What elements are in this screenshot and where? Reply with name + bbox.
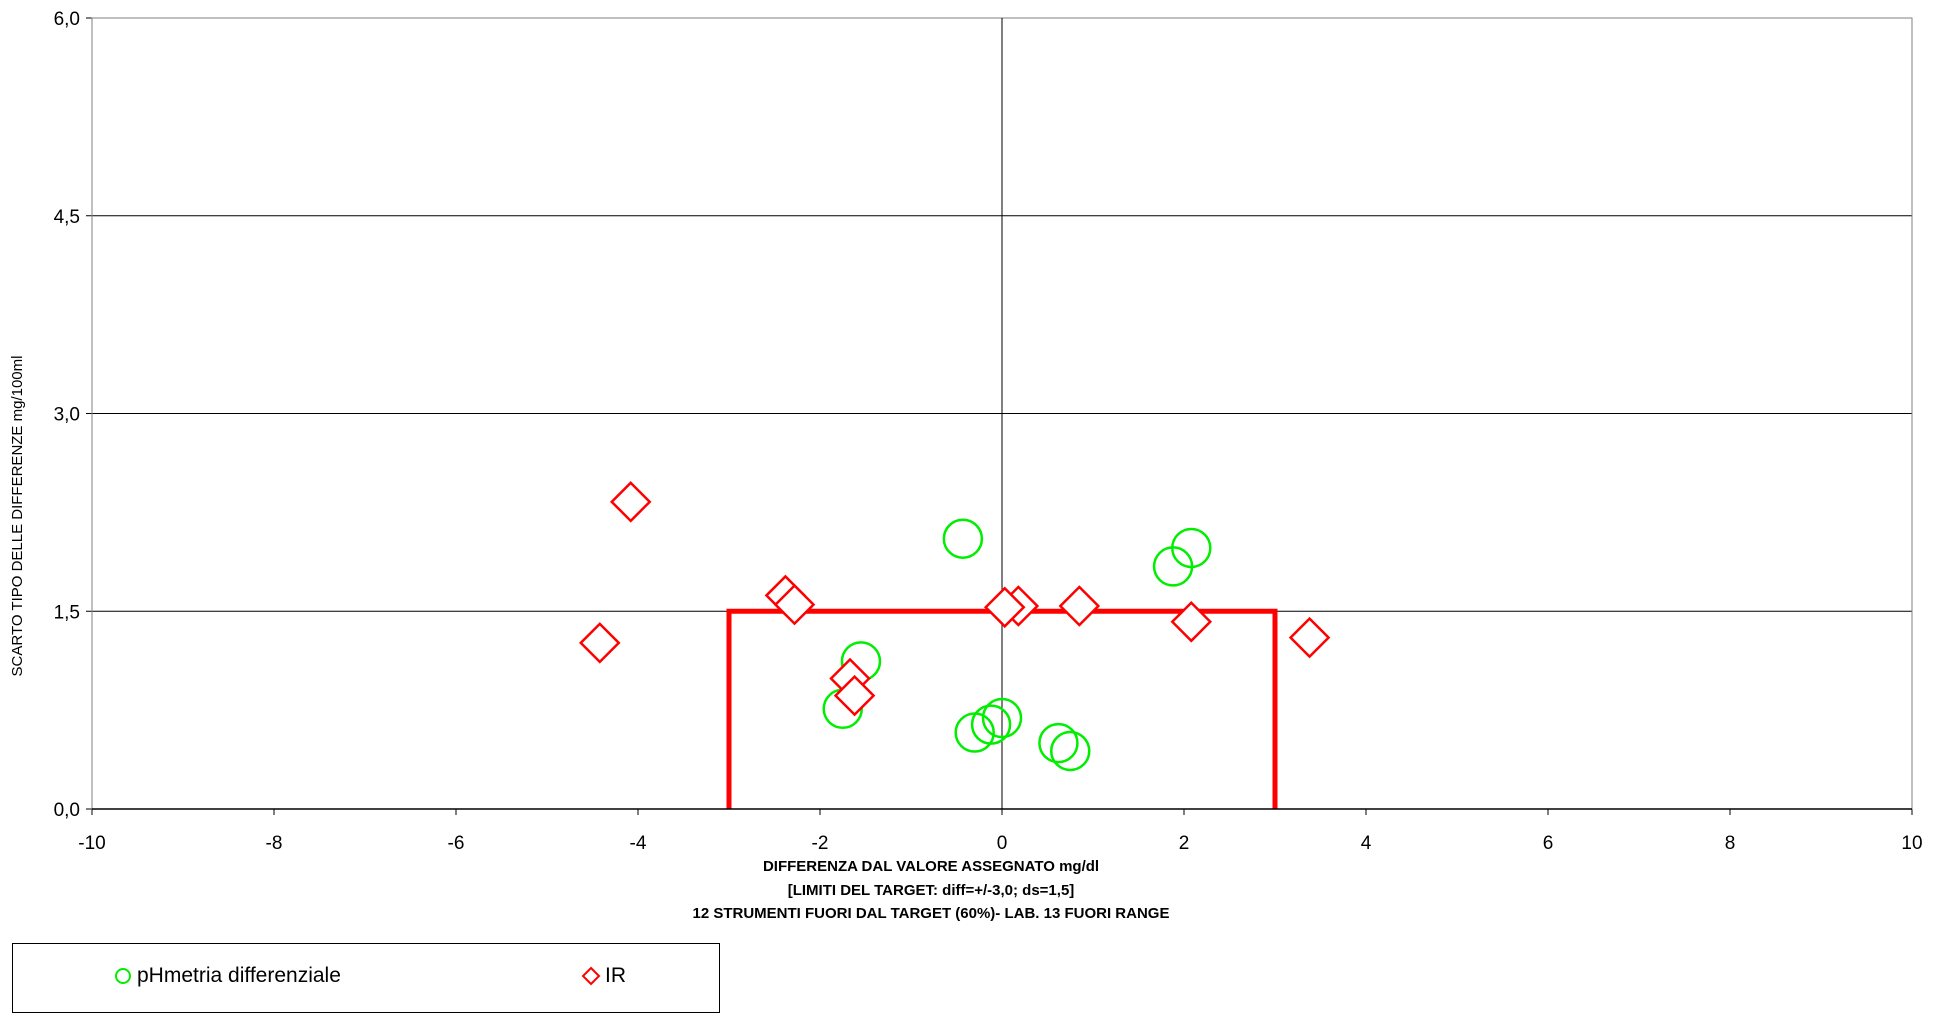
- x-tick-label: 6: [1543, 833, 1554, 854]
- legend-item-ir: IR: [581, 964, 626, 988]
- ir-point: [983, 586, 1026, 629]
- x-tick-label: 10: [1901, 833, 1922, 854]
- y-tick-label: 4,5: [54, 207, 80, 228]
- legend-label-phmetria: pHmetria differenziale: [137, 964, 341, 987]
- ir-point: [833, 674, 876, 717]
- ir-point: [1058, 585, 1101, 627]
- x-tick-labels: -10 -8 -6 -4 -2 0 2 4 6 8 10: [78, 833, 1922, 854]
- y-tick-label: 6,0: [54, 9, 80, 30]
- x-axis-label: DIFFERENZA DAL VALORE ASSEGNATO mg/dl: [763, 858, 1099, 875]
- legend: pHmetria differenziale IR: [12, 943, 720, 1013]
- axes: [86, 17, 1913, 815]
- x-axis-label-limits: [LIMITI DEL TARGET: diff=+/-3,0; ds=1,5]: [788, 882, 1075, 899]
- ir-point: [1170, 601, 1213, 643]
- ir-point: [609, 481, 652, 523]
- phmetria-point: [1171, 527, 1212, 569]
- phmetria-point: [981, 697, 1023, 739]
- y-axis-label: SCARTO TIPO DELLE DIFFERENZE mg/100ml: [9, 356, 26, 677]
- x-tick-label: 8: [1725, 833, 1736, 854]
- x-tick-label: -2: [812, 833, 829, 854]
- legend-item-phmetria: pHmetria differenziale: [113, 964, 341, 988]
- x-tick-label: 0: [997, 833, 1008, 854]
- phmetria-point: [942, 518, 984, 559]
- phmetria-point: [1050, 730, 1091, 772]
- x-tick-label: -4: [630, 833, 647, 854]
- phmetria-point: [1038, 722, 1079, 764]
- legend-label-ir: IR: [605, 964, 626, 987]
- y-tick-label: 0,0: [54, 800, 80, 821]
- circle-marker-icon: [115, 968, 131, 984]
- x-tick-label: -10: [78, 833, 105, 854]
- x-tick-label: -6: [448, 833, 465, 854]
- x-tick-label: -8: [266, 833, 283, 854]
- y-tick-labels: 0,0 1,5 3,0 4,5 6,0: [54, 9, 80, 821]
- diamond-marker-icon: [581, 966, 601, 986]
- y-tick-label: 3,0: [54, 405, 80, 426]
- ir-point: [579, 622, 621, 664]
- x-tick-label: 2: [1179, 833, 1190, 854]
- ir-point: [1288, 616, 1331, 659]
- x-axis-label-summary: 12 STRUMENTI FUORI DAL TARGET (60%)- LAB…: [693, 905, 1170, 922]
- y-tick-label: 1,5: [54, 602, 80, 623]
- ir-point: [773, 583, 816, 626]
- data-points: [579, 481, 1331, 772]
- phmetria-point: [970, 704, 1012, 745]
- x-tick-label: 4: [1361, 833, 1372, 854]
